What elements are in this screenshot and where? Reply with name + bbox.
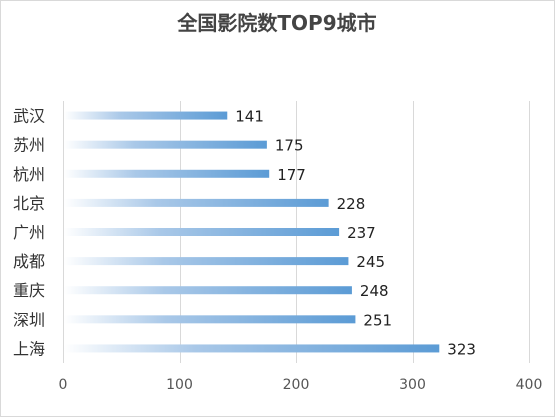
x-tick-label: 300 bbox=[399, 377, 426, 393]
category-label: 苏州 bbox=[13, 136, 45, 155]
chart-title: 全国影院数TOP9城市 bbox=[176, 11, 376, 35]
data-label: 237 bbox=[347, 224, 376, 242]
labels-layer: 武汉 141 苏州 175 杭州 177 北京 228 广州 237 成都 245 重庆 248 深圳 251… bbox=[13, 107, 476, 359]
category-label: 重庆 bbox=[13, 281, 45, 300]
x-tick-label: 0 bbox=[59, 377, 68, 393]
x-tick-label: 400 bbox=[516, 377, 543, 393]
data-label: 177 bbox=[277, 166, 306, 184]
category-label: 广州 bbox=[13, 223, 45, 242]
bar-成都 bbox=[64, 257, 349, 266]
data-label: 141 bbox=[235, 108, 264, 126]
data-label: 228 bbox=[337, 195, 366, 213]
bar-杭州 bbox=[64, 169, 270, 178]
x-tick-label: 200 bbox=[283, 377, 310, 393]
data-label: 323 bbox=[447, 340, 476, 358]
bars-layer bbox=[64, 111, 440, 353]
bar-重庆 bbox=[64, 286, 352, 295]
bar-深圳 bbox=[64, 315, 356, 324]
category-label: 成都 bbox=[13, 252, 45, 271]
data-label: 175 bbox=[275, 137, 304, 155]
category-label: 深圳 bbox=[13, 310, 45, 329]
category-label: 杭州 bbox=[13, 165, 45, 184]
category-label: 武汉 bbox=[13, 107, 45, 126]
bar-广州 bbox=[64, 228, 340, 236]
category-label: 北京 bbox=[13, 194, 45, 213]
bar-北京 bbox=[64, 198, 329, 207]
data-label: 248 bbox=[360, 282, 389, 300]
bar-苏州 bbox=[64, 140, 267, 149]
bar-武汉 bbox=[64, 111, 228, 120]
data-label: 245 bbox=[356, 253, 385, 271]
category-label: 上海 bbox=[13, 339, 45, 358]
x-tick-label: 100 bbox=[166, 377, 193, 393]
ticks-layer: 0 100 200 300 400 bbox=[59, 377, 543, 393]
bar-上海 bbox=[64, 344, 440, 353]
data-label: 251 bbox=[363, 311, 392, 329]
